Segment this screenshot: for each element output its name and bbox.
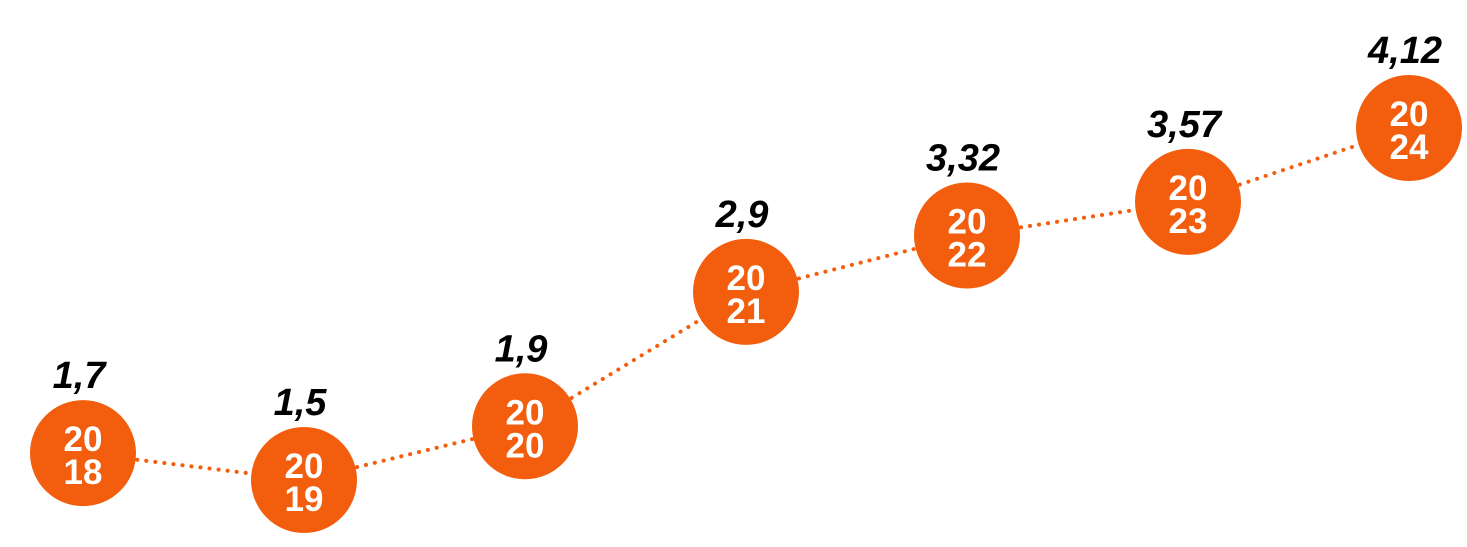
connector-line — [1186, 126, 1411, 204]
value-label: 1,5 — [274, 382, 328, 424]
marker-circle — [693, 238, 799, 345]
value-label: 1,7 — [53, 355, 108, 397]
value-label: 1,9 — [495, 328, 548, 370]
year-label-bottom: 20 — [506, 426, 545, 465]
value-labels: 1,7 1,5 1,9 2,9 3,32 3,57 4,12 — [53, 30, 1442, 424]
value-label: 2,9 — [715, 194, 769, 236]
year-label-bottom: 23 — [1169, 202, 1208, 241]
year-label-bottom: 21 — [727, 292, 766, 331]
year-label-top: 20 — [285, 447, 324, 486]
year-label-top: 20 — [1390, 95, 1429, 134]
year-label-top: 20 — [1169, 169, 1208, 208]
year-label-bottom: 19 — [285, 480, 324, 519]
marker-circle — [1356, 75, 1462, 181]
year-label-bottom: 22 — [948, 235, 987, 274]
value-label: 4,12 — [1367, 30, 1442, 72]
marker-circle — [472, 373, 578, 480]
marker-circle — [30, 400, 136, 507]
connector-line — [523, 289, 748, 429]
year-label-bottom: 18 — [64, 453, 103, 492]
value-label: 3,32 — [926, 137, 1000, 179]
year-label-bottom: 24 — [1390, 128, 1429, 167]
marker-circle — [1135, 148, 1241, 255]
year-label-top: 20 — [64, 420, 103, 459]
year-label-top: 20 — [948, 202, 987, 241]
year-label-top: 20 — [727, 259, 766, 298]
value-label: 3,57 — [1147, 104, 1223, 146]
marker-circle — [914, 182, 1020, 289]
year-label-top: 20 — [506, 393, 545, 432]
marker-circle — [251, 427, 357, 533]
